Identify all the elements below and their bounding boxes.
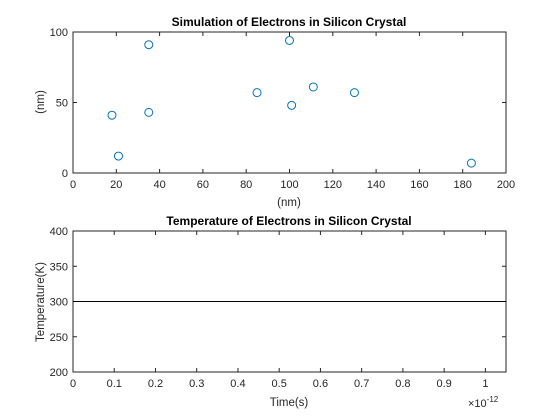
x-tick-label: 0.5 bbox=[272, 378, 287, 390]
y-tick-label: 100 bbox=[50, 27, 68, 39]
x-tick-label: 0.7 bbox=[354, 378, 369, 390]
scatter-point bbox=[349, 88, 359, 98]
temperature-chart-title: Temperature of Electrons in Silicon Crys… bbox=[166, 214, 411, 228]
x-tick-label: 0.3 bbox=[189, 378, 204, 390]
y-tick-label: 200 bbox=[50, 367, 68, 379]
x-tick-label: 0.4 bbox=[230, 378, 245, 390]
x-axis-exponent: ×10-12 bbox=[468, 395, 499, 410]
x-tick-label: 0 bbox=[70, 378, 76, 390]
scatter-plot-area bbox=[72, 31, 507, 174]
x-tick-label: 60 bbox=[197, 179, 209, 191]
scatter-y-axis: 0 50 100 bbox=[50, 27, 506, 180]
scatter-x-axis: 0 20 40 60 80 100 120 140 160 180 200 bbox=[70, 32, 515, 191]
x-axis-exponent-power: -12 bbox=[487, 395, 499, 404]
scatter-point bbox=[144, 40, 154, 50]
scatter-point bbox=[252, 88, 262, 98]
y-tick-label: 350 bbox=[50, 261, 68, 273]
x-tick-label: 40 bbox=[153, 179, 165, 191]
scatter-x-axis-label: (nm) bbox=[277, 197, 301, 209]
x-tick-label: 120 bbox=[324, 179, 342, 191]
x-tick-label: 0.8 bbox=[395, 378, 410, 390]
x-tick-label: 160 bbox=[410, 179, 428, 191]
x-tick-label: 140 bbox=[367, 179, 385, 191]
x-tick-label: 20 bbox=[110, 179, 122, 191]
scatter-chart-title: Simulation of Electrons in Silicon Cryst… bbox=[172, 15, 407, 29]
scatter-point bbox=[466, 158, 476, 168]
x-tick-label: 0.6 bbox=[313, 378, 328, 390]
x-tick-label: 0.9 bbox=[436, 378, 451, 390]
x-tick-label: 1 bbox=[482, 378, 488, 390]
scatter-point bbox=[308, 82, 318, 92]
temperature-y-axis: 200 250 300 350 400 bbox=[50, 226, 506, 379]
scatter-point bbox=[285, 35, 294, 45]
temperature-x-axis: 0 0.1 0.2 0.3 0.4 0.5 0.6 0.7 0.8 0.9 1 bbox=[70, 231, 488, 390]
x-tick-label: 0 bbox=[70, 179, 76, 191]
x-axis-exponent-base: ×10 bbox=[468, 398, 487, 410]
y-tick-label: 250 bbox=[50, 332, 68, 344]
scatter-points bbox=[107, 35, 476, 168]
y-tick-label: 400 bbox=[50, 226, 68, 238]
scatter-point bbox=[144, 107, 154, 117]
y-tick-label: 50 bbox=[56, 98, 68, 110]
scatter-chart: Simulation of Electrons in Silicon Cryst… bbox=[35, 15, 515, 209]
scatter-point bbox=[113, 151, 123, 161]
scatter-point bbox=[287, 100, 297, 110]
temperature-chart: Temperature of Electrons in Silicon Crys… bbox=[35, 214, 507, 410]
x-tick-label: 0.1 bbox=[107, 378, 122, 390]
x-tick-label: 80 bbox=[240, 179, 252, 191]
temperature-x-axis-label: Time(s) bbox=[270, 397, 309, 409]
scatter-y-axis-label: (nm) bbox=[35, 90, 47, 114]
y-tick-label: 300 bbox=[50, 297, 68, 309]
x-tick-label: 0.2 bbox=[148, 378, 163, 390]
temperature-y-axis-label: Temperature(K) bbox=[35, 262, 47, 342]
y-tick-label: 0 bbox=[62, 168, 68, 180]
x-tick-label: 200 bbox=[497, 179, 515, 191]
scatter-point bbox=[107, 110, 117, 120]
x-tick-label: 180 bbox=[454, 179, 472, 191]
x-tick-label: 100 bbox=[280, 179, 298, 191]
